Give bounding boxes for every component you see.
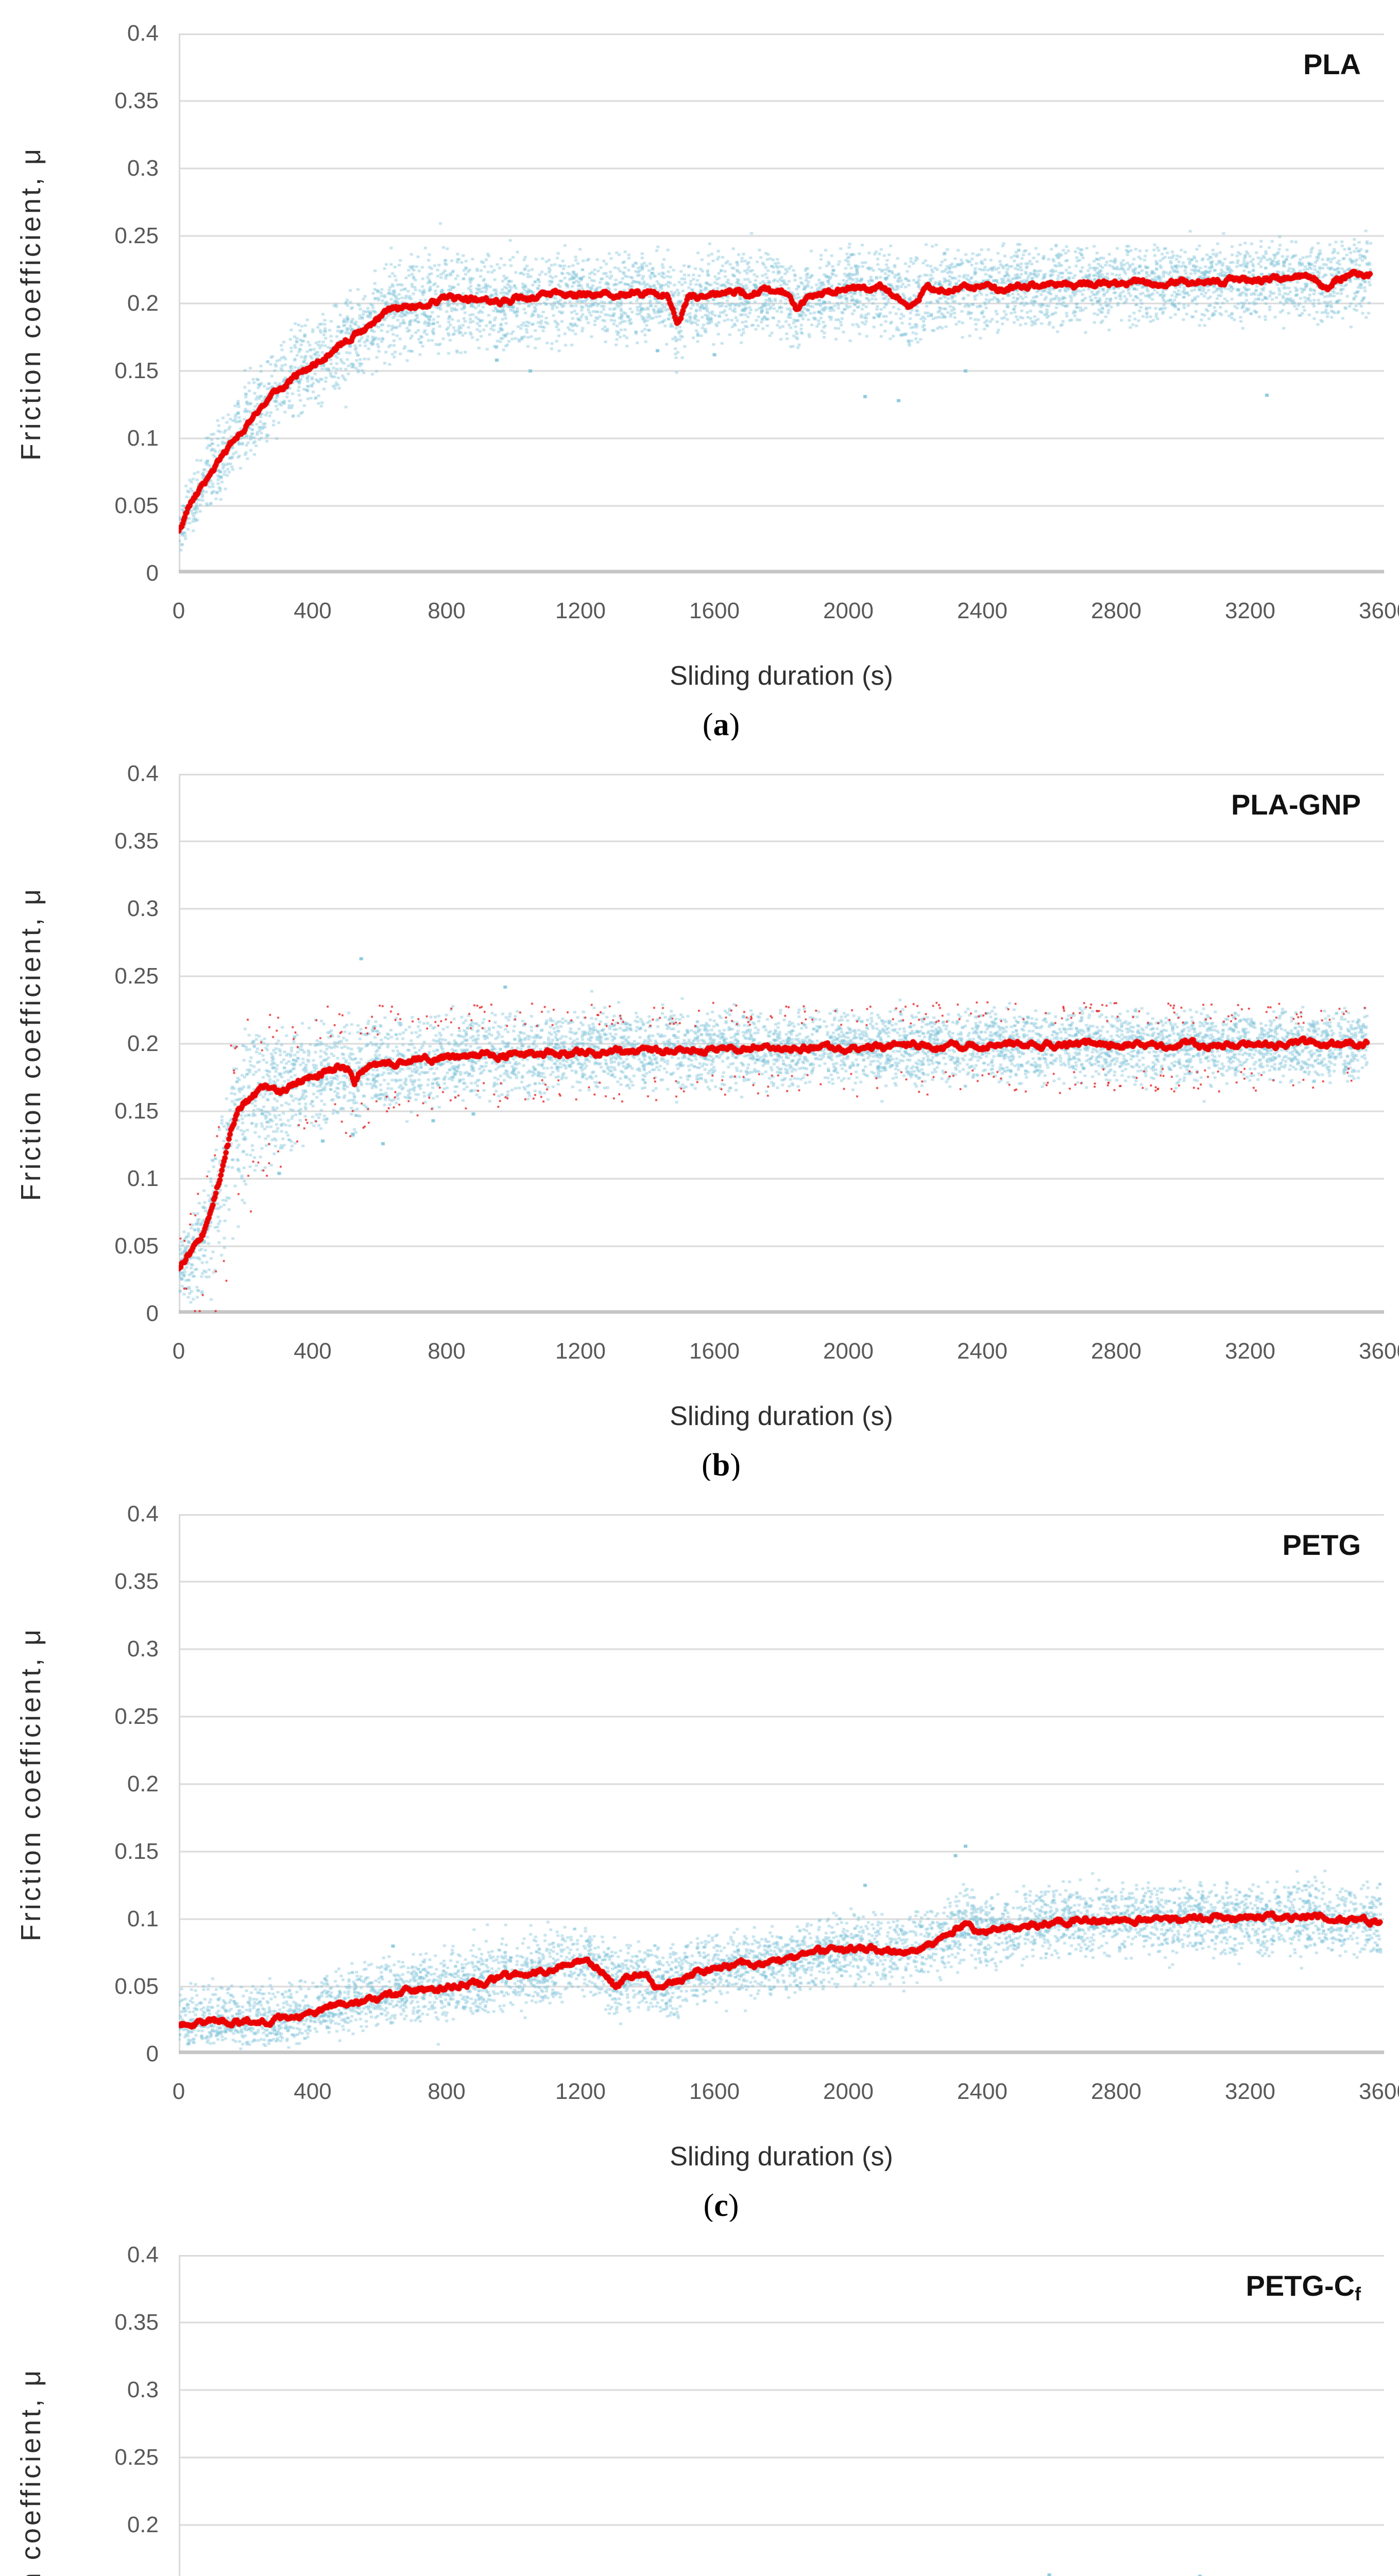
- x-tick-label: 1200: [555, 2079, 606, 2104]
- plot-area: [179, 1514, 1384, 2054]
- x-axis-title: Sliding duration (s): [670, 661, 893, 691]
- series-title: PLA: [1303, 48, 1361, 80]
- y-tick-label: 0.4: [127, 761, 159, 786]
- caption-letter: a: [713, 707, 729, 742]
- x-tick-label: 2400: [957, 598, 1008, 623]
- panel-caption: (b): [702, 1448, 741, 1483]
- scatter-plot-canvas-petg: [179, 1514, 1384, 2054]
- y-tick-label: 0: [146, 1301, 159, 1326]
- series-title: PETG: [1282, 1529, 1361, 1561]
- scatter-plot-canvas-petg-cf: [179, 2255, 1384, 2576]
- y-tick-label: 0.3: [127, 896, 159, 921]
- series-title: PETG-Cf: [1246, 2269, 1361, 2304]
- x-axis-title: Sliding duration (s): [670, 1401, 893, 1431]
- y-tick-label: 0.35: [114, 828, 159, 854]
- x-tick-label: 1600: [689, 1338, 740, 1364]
- x-tick-label: 800: [428, 598, 466, 623]
- y-tick-label: 0.2: [127, 291, 159, 316]
- x-tick-label: 2400: [957, 2079, 1008, 2104]
- y-tick-label: 0.15: [114, 1839, 159, 1864]
- y-tick-label: 0.3: [127, 2377, 159, 2402]
- x-axis-title: Sliding duration (s): [670, 2142, 893, 2172]
- x-tick-label: 1200: [555, 598, 606, 623]
- x-tick-label: 800: [428, 1338, 466, 1364]
- series-title: PLA-GNP: [1231, 788, 1361, 821]
- caption-letter: b: [712, 1448, 730, 1483]
- x-tick-label: 400: [294, 598, 332, 623]
- y-tick-label: 0.1: [127, 426, 159, 451]
- x-tick-label: 2400: [957, 1338, 1008, 1364]
- panel-caption: (c): [703, 2188, 739, 2223]
- chart-panel-a: Friction coefficient, μ 0.4 0.35 0.3 0.25 0.…: [0, 0, 1399, 742]
- y-tick-label: 0.4: [127, 21, 159, 46]
- chart-panel-c: Friction coefficient, μ 0.4 0.35 0.3 0.25 0.…: [0, 1481, 1399, 2223]
- x-tick-label: 0: [172, 598, 185, 623]
- y-tick-label: 0.05: [114, 1233, 159, 1259]
- y-tick-label: 0.25: [114, 223, 159, 248]
- y-tick-label: 0.25: [114, 1704, 159, 1729]
- y-tick-label: 0.15: [114, 1098, 159, 1124]
- y-tick-label: 0.25: [114, 963, 159, 989]
- x-tick-label: 2000: [823, 598, 874, 623]
- x-tick-label: 0: [172, 1338, 185, 1364]
- scatter-plot-canvas-pla: [179, 33, 1384, 573]
- x-tick-label: 3200: [1225, 2079, 1275, 2104]
- y-tick-label: 0.3: [127, 156, 159, 181]
- x-tick-label: 800: [428, 2079, 466, 2104]
- caption-letter: c: [714, 2188, 728, 2223]
- y-tick-label: 0.35: [114, 88, 159, 113]
- x-tick-label: 2000: [823, 1338, 874, 1364]
- x-tick-label: 2800: [1091, 1338, 1141, 1364]
- x-tick-label: 0: [172, 2079, 185, 2104]
- y-tick-label: 0.4: [127, 2242, 159, 2267]
- y-tick-label: 0: [146, 561, 159, 586]
- y-tick-label: 0.2: [127, 1031, 159, 1056]
- x-tick-label: 3200: [1225, 598, 1275, 623]
- x-tick-label: 400: [294, 2079, 332, 2104]
- y-tick-label: 0.2: [127, 1771, 159, 1797]
- plot-area: [179, 2255, 1384, 2576]
- y-tick-label: 0.35: [114, 1569, 159, 1594]
- plot-area: [179, 774, 1384, 1314]
- y-tick-label: 0: [146, 2041, 159, 2066]
- chart-panel-d: Friction coefficient, μ 0.4 0.35 0.3 0.25 0.…: [0, 2222, 1399, 2576]
- y-tick-label: 0.3: [127, 1636, 159, 1662]
- x-tick-label: 2000: [823, 2079, 874, 2104]
- chart-panel-b: Friction coefficient, μ 0.4 0.35 0.3 0.25 0.…: [0, 740, 1399, 1483]
- y-tick-label: 0.15: [114, 358, 159, 383]
- y-tick-label: 0.4: [127, 1501, 159, 1527]
- y-tick-label: 0.1: [127, 1906, 159, 1931]
- plot-area: [179, 33, 1384, 573]
- panel-caption: (a): [702, 707, 740, 742]
- y-tick-label: 0.05: [114, 1974, 159, 1999]
- x-tick-label: 400: [294, 1338, 332, 1364]
- x-tick-label: 3600: [1359, 2079, 1399, 2104]
- y-tick-label: 0.05: [114, 493, 159, 518]
- x-tick-label: 1600: [689, 2079, 740, 2104]
- scatter-plot-canvas-pla-gnp: [179, 774, 1384, 1314]
- x-tick-label: 1600: [689, 598, 740, 623]
- x-tick-label: 2800: [1091, 598, 1141, 623]
- x-tick-label: 2800: [1091, 2079, 1141, 2104]
- x-tick-label: 3200: [1225, 1338, 1275, 1364]
- x-tick-label: 3600: [1359, 1338, 1399, 1364]
- y-tick-label: 0.2: [127, 2512, 159, 2537]
- x-tick-label: 1200: [555, 1338, 606, 1364]
- y-tick-label: 0.25: [114, 2445, 159, 2470]
- x-tick-label: 3600: [1359, 598, 1399, 623]
- y-tick-label: 0.35: [114, 2310, 159, 2335]
- y-tick-label: 0.1: [127, 1166, 159, 1191]
